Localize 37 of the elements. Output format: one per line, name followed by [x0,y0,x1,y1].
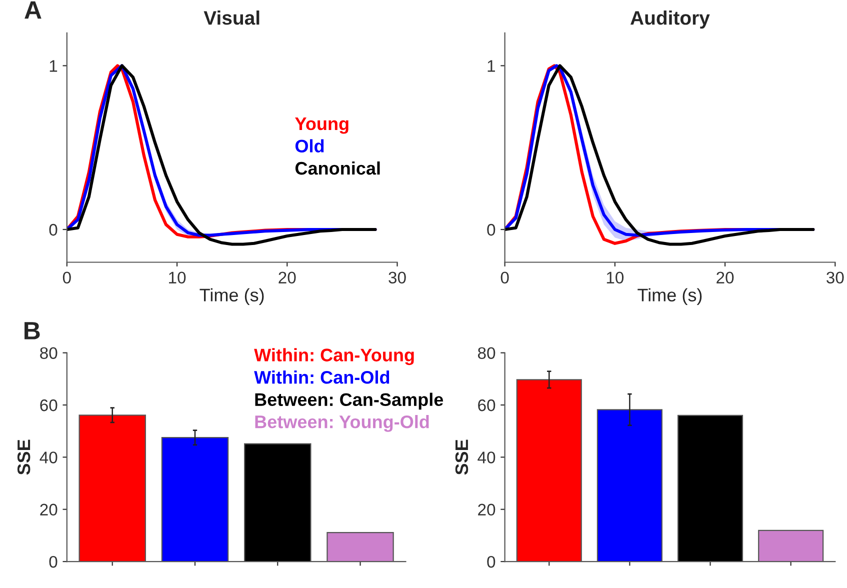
y-tick-label: 0 [487,556,496,568]
chart-title: Auditory [630,10,710,29]
x-tick-label: 30 [826,272,844,284]
x-axis-title: Time (s) [638,288,702,306]
y-tick-label: 60 [40,399,58,412]
text: Canonical [295,161,380,175]
text: Old [295,139,324,152]
x-tick-label: 0 [500,272,509,284]
x-tick-label: 20 [278,272,296,284]
y-tick-label: 40 [40,452,58,464]
x-axis-title: Time (s) [200,288,264,306]
text: Within: Can-Old [254,370,390,384]
y-axis-title: SSE [455,440,468,475]
x-tick-label: 10 [169,272,186,284]
y-tick-label: 20 [40,504,58,516]
y-tick-label: 60 [478,399,496,412]
y-tick-label: 0 [49,556,58,568]
y-tick-label: 1 [50,60,58,72]
y-tick-label: 80 [478,347,496,360]
text: Within: Can-Young [254,348,414,366]
x-tick-label: 0 [62,272,71,284]
y-axis-title: SSE [17,440,30,475]
series-label: Between: Can-Sample [255,392,444,410]
y-tick-label: 1 [488,60,495,72]
x-tick-label: 30 [388,272,406,284]
x-tick-label: 20 [716,272,734,284]
chart-title: Visual [204,10,260,25]
text: A [24,1,42,19]
y-tick-label: 40 [478,452,496,464]
text: B [24,322,40,340]
text: Between: Young-Old [255,415,429,432]
y-tick-label: 20 [478,504,496,516]
y-tick-label: 80 [40,347,58,360]
x-tick-label: 10 [606,272,624,284]
y-tick-label: 0 [487,224,496,236]
y-tick-label: 0 [49,224,58,236]
text: Young [295,118,348,134]
